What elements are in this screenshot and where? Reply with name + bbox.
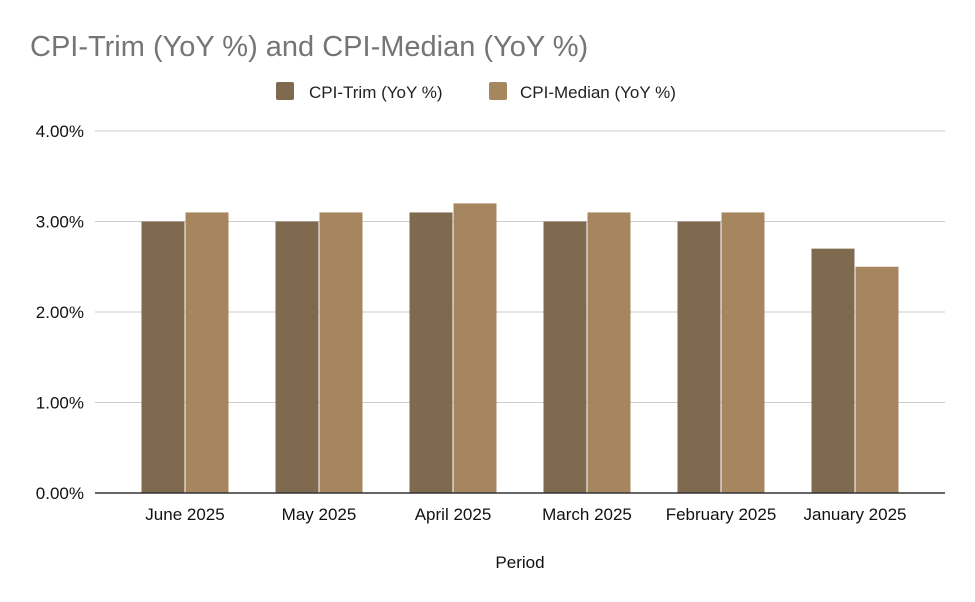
bar-cpi-median bbox=[319, 212, 363, 493]
legend-label-cpi-median: CPI-Median (YoY %) bbox=[520, 83, 676, 102]
bar-cpi-trim bbox=[811, 248, 855, 493]
legend-swatch-cpi-median bbox=[489, 82, 507, 100]
bar-cpi-trim bbox=[543, 221, 587, 493]
x-tick-label: March 2025 bbox=[542, 505, 632, 524]
bars bbox=[141, 203, 899, 493]
x-axis-title: Period bbox=[495, 553, 544, 572]
gridlines bbox=[95, 130, 945, 403]
chart-title: CPI-Trim (YoY %) and CPI-Median (YoY %) bbox=[30, 31, 588, 63]
bar-cpi-median bbox=[721, 212, 765, 493]
bar-cpi-trim bbox=[409, 212, 453, 493]
legend-label-cpi-trim: CPI-Trim (YoY %) bbox=[309, 83, 443, 102]
legend-swatch-cpi-trim bbox=[276, 82, 294, 100]
bar-cpi-median bbox=[453, 203, 497, 493]
legend: CPI-Trim (YoY %) CPI-Median (YoY %) bbox=[276, 82, 676, 102]
y-tick-label: 0.00% bbox=[36, 484, 84, 503]
y-tick-label: 1.00% bbox=[36, 394, 84, 413]
x-tick-label: May 2025 bbox=[282, 505, 357, 524]
bar-cpi-trim bbox=[677, 221, 721, 493]
x-tick-label: January 2025 bbox=[803, 505, 906, 524]
x-tick-label: April 2025 bbox=[415, 505, 492, 524]
bar-cpi-trim bbox=[275, 221, 319, 493]
y-axis-ticks: 0.00% 1.00% 2.00% 3.00% 4.00% bbox=[36, 122, 84, 503]
y-tick-label: 4.00% bbox=[36, 122, 84, 141]
bar-cpi-median bbox=[185, 212, 229, 493]
bar-cpi-trim bbox=[141, 221, 185, 493]
x-tick-label: June 2025 bbox=[145, 505, 224, 524]
bar-cpi-median bbox=[855, 266, 899, 493]
y-tick-label: 2.00% bbox=[36, 303, 84, 322]
y-tick-label: 3.00% bbox=[36, 213, 84, 232]
x-tick-label: February 2025 bbox=[666, 505, 777, 524]
x-axis-ticks: June 2025 May 2025 April 2025 March 2025 Feb… bbox=[145, 505, 906, 524]
bar-cpi-median bbox=[587, 212, 631, 493]
